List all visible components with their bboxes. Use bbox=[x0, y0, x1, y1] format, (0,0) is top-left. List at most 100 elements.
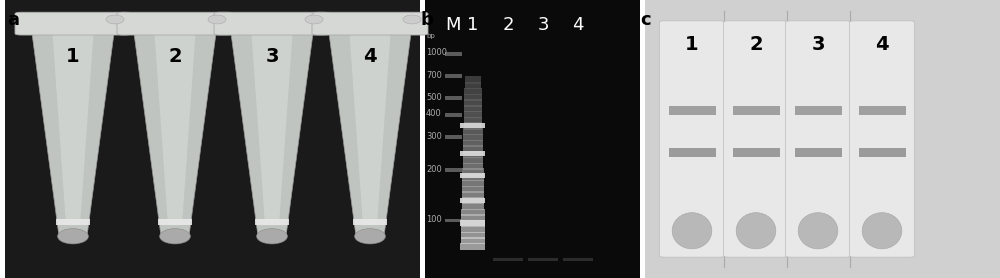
Bar bbox=[732, 106, 780, 115]
Text: 4: 4 bbox=[875, 35, 889, 54]
Bar bbox=[528, 258, 558, 261]
Polygon shape bbox=[350, 33, 390, 225]
Ellipse shape bbox=[106, 15, 124, 24]
Bar bbox=[460, 151, 485, 156]
FancyBboxPatch shape bbox=[724, 21, 788, 257]
Bar bbox=[645, 0, 1000, 278]
Ellipse shape bbox=[58, 229, 88, 244]
Bar bbox=[463, 163, 483, 170]
Bar bbox=[668, 148, 716, 157]
FancyBboxPatch shape bbox=[214, 12, 330, 35]
Bar bbox=[463, 134, 483, 141]
Bar bbox=[464, 117, 482, 124]
Text: 200: 200 bbox=[426, 165, 442, 174]
Bar bbox=[463, 145, 483, 153]
Bar bbox=[858, 106, 906, 115]
Ellipse shape bbox=[798, 213, 838, 249]
Bar bbox=[460, 243, 485, 250]
Bar bbox=[462, 186, 484, 193]
Bar bbox=[462, 197, 484, 204]
Ellipse shape bbox=[736, 213, 776, 249]
Polygon shape bbox=[32, 33, 114, 236]
Text: 1: 1 bbox=[66, 47, 80, 66]
Bar bbox=[56, 219, 90, 225]
Bar bbox=[463, 128, 483, 135]
Ellipse shape bbox=[862, 213, 902, 249]
Ellipse shape bbox=[355, 229, 385, 244]
Ellipse shape bbox=[403, 15, 421, 24]
Bar bbox=[493, 258, 523, 261]
Polygon shape bbox=[154, 33, 195, 225]
FancyBboxPatch shape bbox=[660, 21, 724, 257]
Text: 500: 500 bbox=[426, 93, 442, 102]
Polygon shape bbox=[134, 33, 216, 236]
Bar bbox=[444, 96, 462, 100]
Ellipse shape bbox=[160, 229, 190, 244]
Bar bbox=[563, 258, 593, 261]
Bar bbox=[461, 220, 485, 227]
Bar bbox=[461, 214, 485, 222]
Bar bbox=[460, 220, 485, 226]
Bar bbox=[444, 168, 462, 172]
Bar bbox=[668, 106, 716, 115]
Bar bbox=[460, 123, 485, 128]
Text: 2: 2 bbox=[502, 16, 514, 34]
Text: 1000: 1000 bbox=[426, 48, 447, 57]
Bar bbox=[464, 88, 482, 95]
Text: 1: 1 bbox=[467, 16, 479, 34]
Ellipse shape bbox=[257, 229, 287, 244]
Text: c: c bbox=[640, 11, 651, 29]
FancyBboxPatch shape bbox=[117, 12, 233, 35]
Bar bbox=[444, 135, 462, 139]
FancyBboxPatch shape bbox=[312, 12, 428, 35]
Bar bbox=[462, 168, 484, 175]
FancyBboxPatch shape bbox=[15, 12, 131, 35]
Bar bbox=[444, 74, 462, 78]
Text: 4: 4 bbox=[363, 47, 377, 66]
Text: 1: 1 bbox=[685, 35, 699, 54]
Bar bbox=[461, 237, 485, 244]
Bar bbox=[444, 113, 462, 117]
Text: 400: 400 bbox=[426, 110, 442, 118]
Bar bbox=[463, 157, 483, 164]
Bar bbox=[461, 232, 485, 239]
Bar bbox=[464, 122, 482, 130]
Bar bbox=[353, 219, 387, 225]
Bar bbox=[460, 173, 485, 178]
Bar bbox=[794, 148, 842, 157]
Bar bbox=[464, 111, 482, 118]
Text: 2: 2 bbox=[168, 47, 182, 66]
Text: 300: 300 bbox=[426, 132, 442, 141]
Bar bbox=[461, 208, 485, 216]
Bar bbox=[465, 82, 481, 89]
Bar bbox=[464, 100, 482, 106]
Text: 2: 2 bbox=[749, 35, 763, 54]
Ellipse shape bbox=[672, 213, 712, 249]
Text: 3: 3 bbox=[265, 47, 279, 66]
FancyBboxPatch shape bbox=[786, 21, 850, 257]
Bar bbox=[444, 52, 462, 56]
Bar bbox=[462, 174, 484, 181]
Ellipse shape bbox=[208, 15, 226, 24]
Bar bbox=[462, 191, 484, 198]
Bar bbox=[794, 106, 842, 115]
FancyBboxPatch shape bbox=[850, 21, 915, 257]
Text: b: b bbox=[420, 11, 433, 29]
Polygon shape bbox=[329, 33, 411, 236]
Bar bbox=[462, 203, 484, 210]
Text: bp: bp bbox=[426, 33, 435, 39]
Text: 700: 700 bbox=[426, 71, 442, 80]
Bar bbox=[464, 105, 482, 112]
Text: 100: 100 bbox=[426, 215, 442, 224]
Bar bbox=[255, 219, 289, 225]
Text: 4: 4 bbox=[572, 16, 584, 34]
Bar bbox=[465, 76, 481, 84]
Text: a: a bbox=[7, 11, 19, 29]
Bar bbox=[444, 219, 462, 222]
Bar bbox=[858, 148, 906, 157]
Bar bbox=[463, 140, 483, 147]
Text: 3: 3 bbox=[811, 35, 825, 54]
Bar bbox=[158, 219, 192, 225]
Polygon shape bbox=[231, 33, 313, 236]
Bar bbox=[461, 226, 485, 233]
